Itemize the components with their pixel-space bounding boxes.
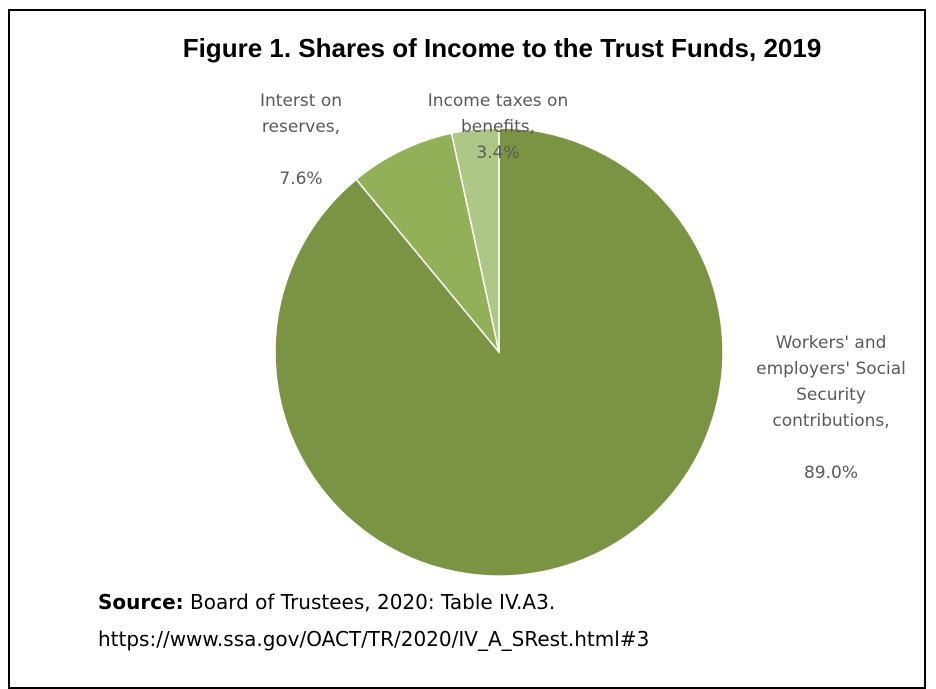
slice-label-income-taxes: Income taxes on benefits, 3.4% (380, 62, 616, 166)
source-note: Source: Board of Trustees, 2020: Table I… (98, 584, 649, 658)
chart-title: Figure 1. Shares of Income to the Trust … (182, 33, 822, 63)
slice-label-interest-text: Interst on reserves, (259, 91, 342, 137)
pie-slice-income-taxes (450, 127, 500, 353)
slice-label-contributions: Workers' and employers' Social Security … (738, 304, 924, 486)
source-prefix: Source: (98, 590, 184, 614)
slice-value-income-taxes: 3.4% (476, 143, 520, 163)
pie-chart (274, 127, 724, 577)
source-line: Source: Board of Trustees, 2020: Table I… (98, 584, 649, 621)
source-text: Board of Trustees, 2020: Table IV.A3. (190, 590, 556, 614)
slice-value-interest: 7.6% (279, 169, 323, 189)
source-url[interactable]: https://www.ssa.gov/OACT/TR/2020/IV_A_SR… (98, 627, 650, 651)
slice-label-income-taxes-text: Income taxes on benefits, (427, 91, 569, 137)
slice-label-contributions-text: Workers' and employers' Social Security … (756, 333, 906, 431)
slice-label-interest: Interst on reserves, 7.6% (228, 62, 374, 192)
slice-value-contributions: 89.0% (803, 463, 858, 483)
